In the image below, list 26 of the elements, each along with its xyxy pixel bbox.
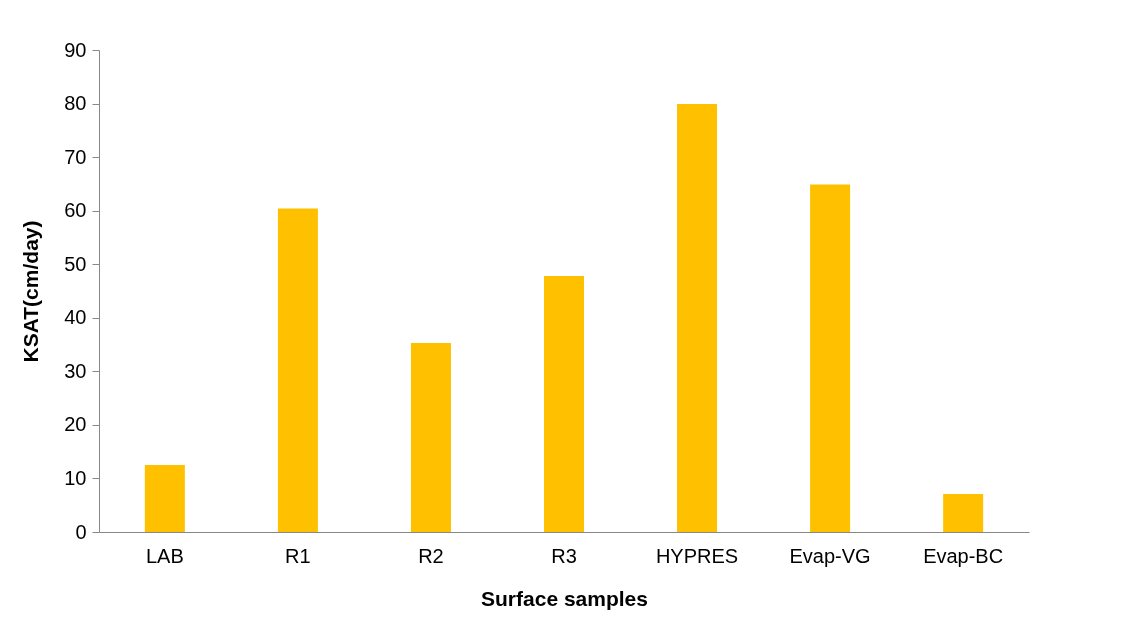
y-tick-label: 90 bbox=[64, 38, 87, 61]
y-tick-label: 10 bbox=[64, 466, 87, 489]
x-axis-title: Surface samples bbox=[481, 586, 648, 610]
bar bbox=[277, 208, 318, 532]
x-tick-label: R2 bbox=[418, 544, 444, 567]
bar bbox=[943, 493, 984, 532]
y-tick-label: 0 bbox=[75, 520, 87, 543]
x-tick-label: R1 bbox=[285, 544, 311, 567]
y-tick-label: 70 bbox=[64, 145, 87, 168]
y-tick-label: 20 bbox=[64, 413, 87, 436]
x-tick-label: Evap-BC bbox=[923, 544, 1004, 567]
bar bbox=[410, 342, 451, 532]
bar bbox=[144, 465, 185, 532]
y-tick-label: 30 bbox=[64, 359, 87, 382]
bar bbox=[544, 276, 584, 532]
y-tick-label: 50 bbox=[64, 252, 87, 275]
x-tick-label: Evap-VG bbox=[789, 544, 871, 567]
bar bbox=[810, 184, 851, 532]
y-tick-label: 60 bbox=[64, 199, 87, 222]
bar bbox=[677, 104, 718, 532]
y-tick-label: 80 bbox=[64, 92, 87, 115]
x-tick-label: LAB bbox=[145, 544, 184, 567]
x-tick-label: HYPRES bbox=[655, 544, 739, 567]
y-tick-label: 40 bbox=[64, 306, 87, 329]
y-axis-title: KSAT(cm/day) bbox=[19, 220, 43, 363]
x-tick-label: R3 bbox=[551, 544, 577, 567]
